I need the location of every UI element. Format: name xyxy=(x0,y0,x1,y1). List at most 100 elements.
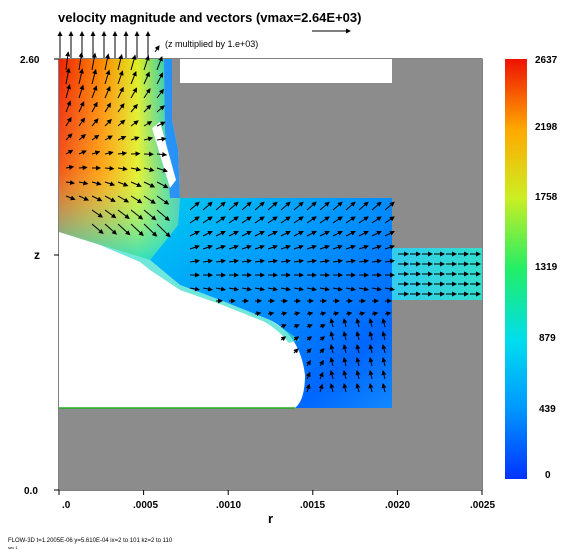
velocity-arrow xyxy=(156,209,170,221)
velocity-arrow xyxy=(332,201,343,211)
velocity-arrow xyxy=(65,149,74,155)
velocity-arrow xyxy=(384,216,395,224)
velocity-arrow xyxy=(91,150,101,156)
velocity-arrow xyxy=(156,88,165,99)
velocity-arrow xyxy=(254,244,265,250)
velocity-arrow xyxy=(355,357,361,367)
velocity-arrow xyxy=(293,244,304,250)
velocity-arrow xyxy=(78,84,85,99)
x-axis-label: r xyxy=(268,511,273,526)
velocity-arrow xyxy=(215,286,226,292)
velocity-arrow xyxy=(189,286,200,292)
velocity-arrow xyxy=(143,55,150,71)
velocity-arrow xyxy=(228,201,239,211)
velocity-arrow xyxy=(78,68,84,85)
colorbar-label: 2637 xyxy=(535,55,558,66)
velocity-arrow xyxy=(384,258,395,264)
velocity-arrow xyxy=(65,164,75,170)
velocity-arrow xyxy=(117,70,124,85)
velocity-arrow xyxy=(130,70,137,85)
velocity-arrow xyxy=(319,258,330,264)
velocity-arrow xyxy=(371,216,382,224)
velocity-arrow xyxy=(241,216,252,224)
x-tick-label: .0 xyxy=(62,500,71,511)
velocity-arrow xyxy=(332,230,343,237)
velocity-arrow xyxy=(65,180,75,186)
velocity-arrow xyxy=(228,216,239,224)
velocity-arrow xyxy=(156,105,165,113)
velocity-arrow xyxy=(306,201,317,211)
velocity-arrow xyxy=(345,201,356,211)
velocity-arrow xyxy=(104,209,117,219)
velocity-arrow xyxy=(280,244,291,250)
velocity-arrow xyxy=(143,195,156,204)
velocity-arrow xyxy=(254,216,265,224)
velocity-arrow xyxy=(384,244,395,250)
velocity-arrow xyxy=(104,195,116,202)
x-tick-labels: .0 .0005 .0010 .0015 .0020 .0025 xyxy=(62,500,495,511)
velocity-arrow xyxy=(254,201,265,211)
velocity-arrow xyxy=(228,258,239,264)
velocity-arrow xyxy=(104,165,115,171)
footer-info: FLOW-3D t=1.2005E-06 y=5.610E-04 ix=2 to… xyxy=(8,538,173,544)
velocity-arrow xyxy=(371,230,382,237)
velocity-arrow xyxy=(117,209,130,220)
top-notch xyxy=(180,59,392,83)
velocity-arrow xyxy=(215,258,226,264)
velocity-arrow xyxy=(384,286,395,292)
velocity-arrow xyxy=(91,101,98,113)
velocity-arrow xyxy=(104,223,118,235)
velocity-arrow xyxy=(78,150,87,155)
velocity-arrow xyxy=(104,69,111,85)
velocity-arrow xyxy=(241,286,252,292)
velocity-arrow xyxy=(130,54,137,71)
colorbar-label: 879 xyxy=(539,333,556,344)
velocity-arrow xyxy=(143,167,155,172)
colorbar-label: 1758 xyxy=(535,192,558,203)
y-axis-label: z xyxy=(34,248,40,262)
footer-time: sec 1 xyxy=(8,545,18,550)
velocity-arrow xyxy=(189,216,200,224)
velocity-arrow xyxy=(306,244,317,250)
colorbar-labels: 2637 2198 1758 1319 879 439 0 xyxy=(535,55,558,481)
velocity-arrow xyxy=(78,195,90,201)
velocity-arrow xyxy=(104,102,112,113)
velocity-arrow xyxy=(306,324,313,329)
velocity-arrow xyxy=(267,216,278,224)
velocity-arrow xyxy=(293,286,304,292)
velocity-arrow xyxy=(91,52,97,71)
velocity-arrow xyxy=(329,344,335,354)
velocity-arrow xyxy=(143,181,156,188)
velocity-arrow xyxy=(306,230,317,237)
velocity-arrow xyxy=(384,311,392,317)
velocity-arrow xyxy=(130,120,139,127)
velocity-arrow xyxy=(267,230,278,237)
velocity-arrow xyxy=(355,383,361,393)
velocity-arrow xyxy=(305,371,311,380)
velocity-arrow xyxy=(202,201,213,211)
velocity-arrow xyxy=(156,223,171,238)
velocity-arrow xyxy=(280,201,291,211)
velocity-arrow xyxy=(371,311,379,317)
velocity-arrow xyxy=(345,258,356,264)
velocity-arrow xyxy=(342,344,348,354)
velocity-arrow xyxy=(156,55,163,71)
velocity-arrow xyxy=(117,135,127,141)
velocity-arrow xyxy=(371,244,382,250)
obstacle-region xyxy=(59,59,482,490)
velocity-arrow xyxy=(319,230,330,237)
velocity-arrow xyxy=(228,286,239,292)
velocity-arrow xyxy=(117,53,124,71)
velocity-arrow xyxy=(143,88,151,99)
velocity-arrow xyxy=(215,216,226,224)
velocity-arrow xyxy=(91,118,99,127)
velocity-arrow xyxy=(104,118,112,127)
x-tick-label: .0015 xyxy=(300,500,325,511)
velocity-arrow xyxy=(78,165,88,171)
velocity-arrow xyxy=(228,244,239,250)
velocity-arrow xyxy=(329,331,335,341)
velocity-arrow xyxy=(355,318,361,328)
velocity-arrow xyxy=(293,216,304,224)
velocity-arrow xyxy=(104,53,110,71)
